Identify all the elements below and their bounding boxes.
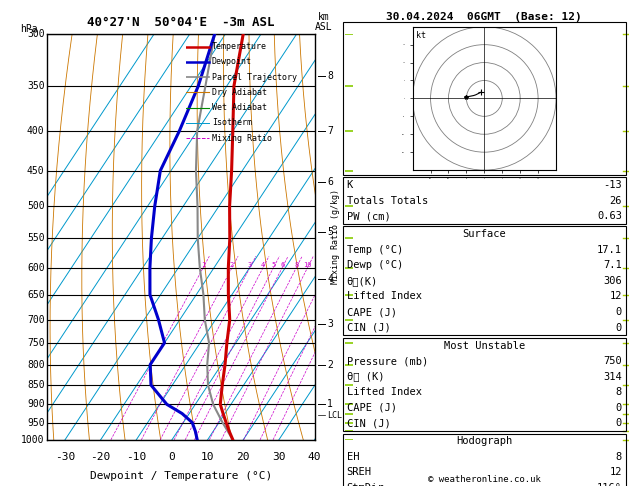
Text: Parcel Trajectory: Parcel Trajectory: [212, 72, 297, 82]
Text: Lifted Index: Lifted Index: [347, 387, 421, 397]
Text: 6: 6: [327, 177, 333, 187]
Text: StmDir: StmDir: [347, 483, 384, 486]
Text: 5: 5: [327, 227, 333, 237]
Text: 8: 8: [327, 71, 333, 81]
Text: 2: 2: [327, 361, 333, 370]
Text: -10: -10: [126, 452, 147, 462]
Text: Isotherm: Isotherm: [212, 119, 252, 127]
Text: 0.63: 0.63: [597, 211, 622, 221]
Text: K: K: [347, 180, 353, 190]
Text: 1000: 1000: [21, 435, 45, 445]
Text: 12: 12: [610, 468, 622, 477]
Text: -13: -13: [603, 180, 622, 190]
Text: 3: 3: [248, 261, 252, 268]
Text: Surface: Surface: [462, 229, 506, 239]
Text: 900: 900: [27, 399, 45, 409]
Text: Mixing Ratio: Mixing Ratio: [212, 134, 272, 143]
Text: θᴄ (K): θᴄ (K): [347, 372, 384, 382]
Text: Hodograph: Hodograph: [456, 436, 513, 446]
Text: Dry Adiabat: Dry Adiabat: [212, 88, 267, 97]
Text: 350: 350: [27, 81, 45, 91]
Text: Most Unstable: Most Unstable: [443, 341, 525, 350]
Text: 400: 400: [27, 126, 45, 136]
Text: 8: 8: [616, 452, 622, 462]
Text: 314: 314: [603, 372, 622, 382]
Text: kt: kt: [416, 31, 425, 40]
Text: CIN (J): CIN (J): [347, 418, 391, 428]
Text: 850: 850: [27, 380, 45, 390]
Text: 7.1: 7.1: [603, 260, 622, 270]
Text: Temp (°C): Temp (°C): [347, 245, 403, 255]
Text: 4: 4: [261, 261, 265, 268]
Text: 8: 8: [294, 261, 298, 268]
Text: Temperature: Temperature: [212, 42, 267, 51]
Text: 17.1: 17.1: [597, 245, 622, 255]
Text: SREH: SREH: [347, 468, 372, 477]
Text: 5: 5: [271, 261, 276, 268]
Text: EH: EH: [347, 452, 359, 462]
Text: PW (cm): PW (cm): [347, 211, 391, 221]
Text: 12: 12: [610, 292, 622, 301]
Text: 600: 600: [27, 262, 45, 273]
Text: 500: 500: [27, 201, 45, 211]
Text: CAPE (J): CAPE (J): [347, 403, 396, 413]
Text: 30: 30: [272, 452, 286, 462]
Text: 4: 4: [327, 274, 333, 284]
Text: 6: 6: [280, 261, 284, 268]
Text: km
ASL: km ASL: [315, 12, 333, 32]
Text: 800: 800: [27, 360, 45, 370]
Text: -30: -30: [55, 452, 75, 462]
Text: 650: 650: [27, 290, 45, 300]
Text: hPa: hPa: [19, 24, 37, 34]
Text: 40°27'N  50°04'E  -3m ASL: 40°27'N 50°04'E -3m ASL: [87, 16, 275, 29]
Text: 0: 0: [616, 418, 622, 428]
Text: 30.04.2024  06GMT  (Base: 12): 30.04.2024 06GMT (Base: 12): [386, 12, 582, 22]
Text: 1: 1: [201, 261, 205, 268]
Text: 7: 7: [327, 126, 333, 136]
Text: Lifted Index: Lifted Index: [347, 292, 421, 301]
Text: 10: 10: [303, 261, 312, 268]
Text: 116°: 116°: [597, 483, 622, 486]
Text: 10: 10: [201, 452, 214, 462]
Text: © weatheronline.co.uk: © weatheronline.co.uk: [428, 474, 541, 484]
Text: 950: 950: [27, 417, 45, 428]
Text: Dewpoint / Temperature (°C): Dewpoint / Temperature (°C): [90, 471, 272, 481]
Text: 300: 300: [27, 29, 45, 39]
Text: 700: 700: [27, 314, 45, 325]
Text: 26: 26: [610, 196, 622, 206]
Text: CAPE (J): CAPE (J): [347, 307, 396, 317]
Text: Dewp (°C): Dewp (°C): [347, 260, 403, 270]
Text: -20: -20: [91, 452, 111, 462]
Text: 2: 2: [230, 261, 234, 268]
Text: 306: 306: [603, 276, 622, 286]
Text: 0: 0: [616, 307, 622, 317]
Text: LCL: LCL: [327, 411, 342, 420]
Text: 0: 0: [169, 452, 175, 462]
Text: 450: 450: [27, 166, 45, 175]
Text: θᴄ(K): θᴄ(K): [347, 276, 378, 286]
Text: 750: 750: [603, 356, 622, 366]
Text: Pressure (mb): Pressure (mb): [347, 356, 428, 366]
Text: Dewpoint: Dewpoint: [212, 57, 252, 66]
Text: 40: 40: [308, 452, 321, 462]
Text: Mixing Ratio (g/kg): Mixing Ratio (g/kg): [331, 190, 340, 284]
Text: 550: 550: [27, 233, 45, 243]
Text: Wet Adiabat: Wet Adiabat: [212, 103, 267, 112]
Text: 750: 750: [27, 338, 45, 348]
Text: 1: 1: [327, 399, 333, 409]
Text: 8: 8: [616, 387, 622, 397]
Text: 0: 0: [616, 323, 622, 332]
Text: 3: 3: [327, 319, 333, 330]
Text: 20: 20: [237, 452, 250, 462]
Text: CIN (J): CIN (J): [347, 323, 391, 332]
Text: Totals Totals: Totals Totals: [347, 196, 428, 206]
Text: 0: 0: [616, 403, 622, 413]
